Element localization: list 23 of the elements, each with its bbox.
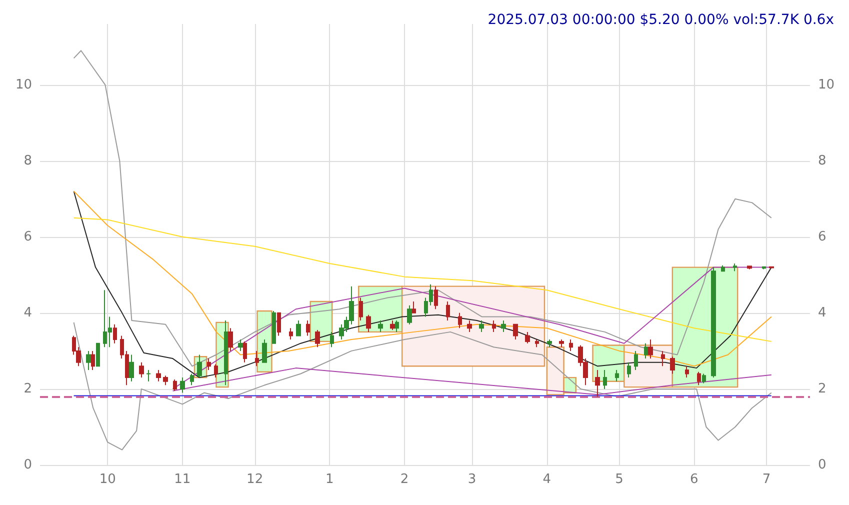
y-tick-label: 4 (24, 305, 32, 320)
chart-title: 2025.07.03 00:00:00 $5.20 0.00% vol:57.7K 0.6x (488, 12, 834, 28)
x-tick-label: 12 (246, 472, 264, 487)
y2-tick-label: 10 (818, 77, 835, 92)
x-tick-label: 5 (615, 472, 624, 487)
x-tick-label: 4 (542, 472, 552, 487)
x-tick-label: 11 (174, 472, 191, 487)
x-tick-label: 3 (468, 472, 476, 487)
y2-tick-label: 4 (818, 305, 826, 320)
x-tick-label: 6 (690, 472, 698, 487)
y-tick-label: 0 (24, 458, 32, 472)
y-tick-label: 2 (24, 381, 32, 396)
y-tick-label: 6 (24, 229, 32, 244)
y2-tick-label: 8 (818, 153, 826, 168)
y2-tick-label: 6 (818, 229, 826, 244)
x-tick-label: 2 (400, 472, 409, 487)
y-tick-label: 10 (15, 77, 32, 92)
y2-tick-label: 2 (818, 381, 826, 396)
y2-tick-label: 0 (818, 458, 826, 472)
y-tick-label: 8 (24, 153, 32, 168)
x-tick-label: 10 (99, 472, 116, 487)
x-tick-label: 1 (326, 472, 334, 487)
x-tick-label: 7 (762, 472, 771, 487)
